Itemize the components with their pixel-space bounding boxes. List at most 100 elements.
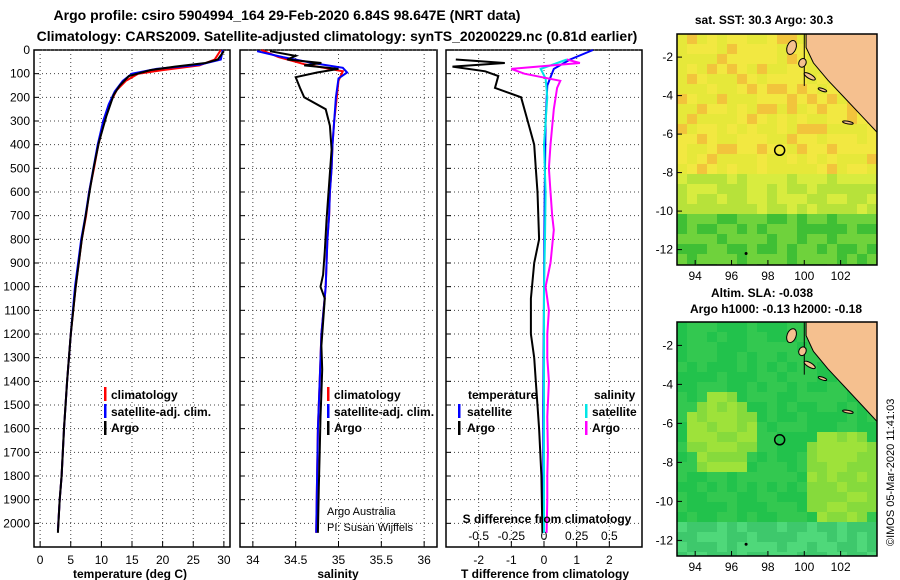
map-cell [767,492,777,502]
map-cell [687,44,697,54]
map-cell [717,244,727,254]
map-cell [697,432,707,442]
map-cell [767,244,777,254]
map-cell [777,194,787,204]
map-cell [827,402,837,412]
map-cell [847,244,857,254]
map-cell [707,382,717,392]
map-cell [727,442,737,452]
map-cell [707,322,717,332]
map-cell [707,462,717,472]
map-cell [857,522,867,532]
map-cell [687,224,697,234]
imos-credit: ©IMOS 05-Mar-2020 11:41:03 [885,399,897,546]
map-cell [797,124,807,134]
map-cell [867,254,877,264]
map-cell [677,234,687,244]
map-cell [857,492,867,502]
map-cell [867,472,877,482]
map-cell [847,134,857,144]
map-cell [757,94,767,104]
map-cell [757,104,767,114]
map-cell [747,154,757,164]
legend-s-satellite-swatch [585,404,588,418]
map-cell [807,174,817,184]
map-cell [717,552,727,556]
map-cell [857,204,867,214]
map-cell [857,244,867,254]
map-cell [677,542,687,552]
map-cell [797,372,807,382]
map-cell [847,114,857,124]
title-line-1: Argo profile: csiro 5904994_164 29-Feb-2… [54,7,521,23]
map-cell [737,94,747,104]
map-cell [717,322,727,332]
map-cell [747,362,757,372]
map-cell [677,422,687,432]
map-cell [817,224,827,234]
map-cell [787,522,797,532]
map-cell [687,154,697,164]
map-cell [787,234,797,244]
y-tick-label: 1900 [3,493,30,507]
map-cell [707,144,717,154]
map-cell [787,492,797,502]
map-cell [857,174,867,184]
sla-map-subtitle: Argo h1000: -0.13 h2000: -0.18 [690,302,862,316]
series-line-satellite-adj-clim- [256,50,349,533]
map-cell [697,552,707,556]
map-cell [767,522,777,532]
map-cell [777,402,787,412]
map-cell [717,332,727,342]
map-cell [837,492,847,502]
map-cell [837,422,847,432]
map-cell [837,104,847,114]
map-cell [697,174,707,184]
map-x-tick-label: 94 [689,269,703,283]
map-cell [717,154,727,164]
map-cell [707,174,717,184]
map-y-tick-label: -6 [662,127,673,141]
map-cell [787,462,797,472]
map-cell [837,164,847,174]
map-cell [847,194,857,204]
map-cell [767,502,777,512]
map-cell [837,234,847,244]
map-cell [677,432,687,442]
map-cell [837,124,847,134]
map-cell [687,114,697,124]
map-cell [677,352,687,362]
map-cell [697,224,707,234]
map-cell [807,412,817,422]
map-cell [837,184,847,194]
map-cell [687,492,697,502]
map-cell [707,224,717,234]
map-cell [817,254,827,264]
map-cell [807,462,817,472]
map-cell [787,54,797,64]
map-cell [717,34,727,44]
map-cell [777,204,787,214]
map-cell [827,452,837,462]
map-cell [857,164,867,174]
map-cell [837,542,847,552]
map-cell [727,412,737,422]
map-cell [817,442,827,452]
map-cell [727,472,737,482]
map-cell [867,184,877,194]
map-cell [687,352,697,362]
series-line-argo [56,50,225,533]
map-cell [757,254,767,264]
map-cell [697,412,707,422]
legend-s-satellite-label: satellite [592,405,637,419]
map-cell [677,74,687,84]
map-cell [777,244,787,254]
map-cell [727,422,737,432]
map-cell [677,214,687,224]
map-cell [717,174,727,184]
map-cell [747,134,757,144]
map-cell [747,124,757,134]
map-cell [777,254,787,264]
map-cell [757,114,767,124]
difference-panel: -2 -1 0 1 2 -0.5 -0.25 0 0.25 0.5 T difference fr… [445,49,643,580]
